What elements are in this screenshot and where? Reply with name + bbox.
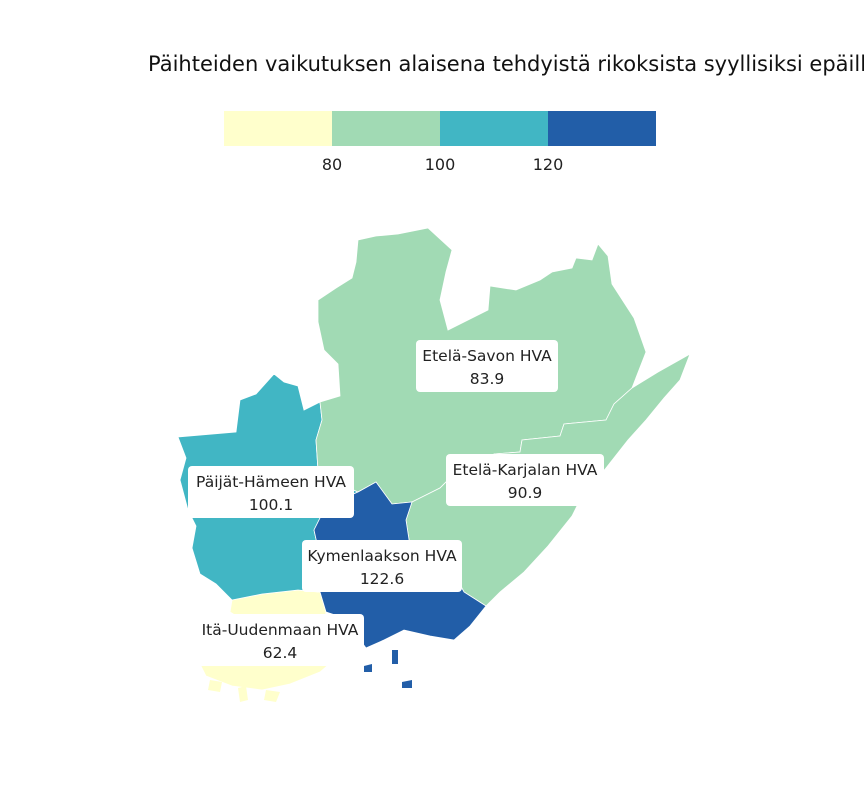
label-paijat-hame-value: 100.1 [249,496,293,514]
legend-swatch-3 [440,111,548,146]
label-kymenlaakso-box [302,540,462,592]
label-etela-savo-name: Etelä-Savon HVA [422,347,552,365]
map-title: Päihteiden vaikutuksen alaisena tehdyist… [148,52,864,76]
island-kymi-1 [364,664,372,672]
island-ita-1 [238,686,248,702]
label-etela-savo-box [416,340,558,392]
label-etela-karjala: Etelä-Karjalan HVA 90.9 [446,454,604,506]
label-etela-karjala-value: 90.9 [508,484,543,502]
label-kymenlaakso-name: Kymenlaakson HVA [307,547,457,565]
legend-swatch-4 [548,111,656,146]
label-paijat-hame-box [188,466,354,518]
legend: 80 100 120 [224,111,656,174]
label-ita-uusimaa: Itä-Uudenmaan HVA 62.4 [196,614,364,666]
label-etela-savo-value: 83.9 [470,370,505,388]
island-ita-3 [208,680,222,692]
label-etela-savo: Etelä-Savon HVA 83.9 [416,340,558,392]
island-ita-2 [264,690,280,702]
label-paijat-hame: Päijät-Hämeen HVA 100.1 [188,466,354,518]
label-ita-uusimaa-box [196,614,364,666]
label-kymenlaakso: Kymenlaakson HVA 122.6 [302,540,462,592]
island-kymi-2 [392,650,398,664]
label-ita-uusimaa-name: Itä-Uudenmaan HVA [202,621,359,639]
legend-tick-80: 80 [322,155,342,174]
island-kymi-3 [402,680,412,688]
legend-tick-120: 120 [533,155,564,174]
label-kymenlaakso-value: 122.6 [360,570,404,588]
label-paijat-hame-name: Päijät-Hämeen HVA [196,473,346,491]
legend-tick-100: 100 [425,155,456,174]
label-etela-karjala-name: Etelä-Karjalan HVA [453,461,598,479]
label-ita-uusimaa-value: 62.4 [263,644,298,662]
legend-swatch-2 [332,111,440,146]
label-etela-karjala-box [446,454,604,506]
legend-swatch-1 [224,111,332,146]
